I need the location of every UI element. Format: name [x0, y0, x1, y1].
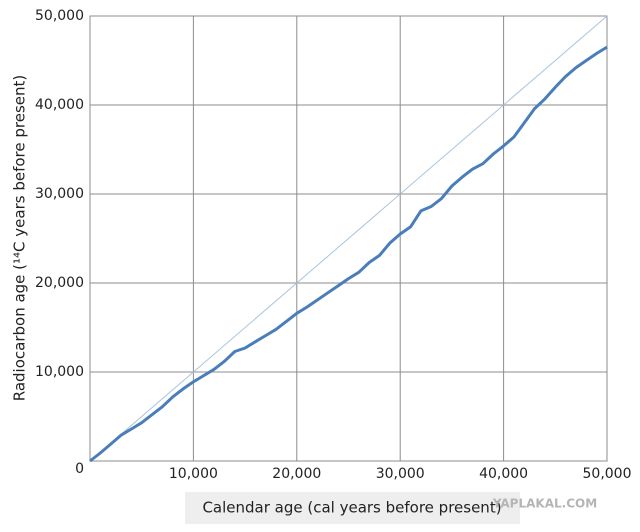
x-tick-label: 30,000 [376, 466, 425, 482]
y-tick-label: 10,000 [35, 364, 84, 380]
data-line [89, 15, 608, 462]
watermark: YAPLAKAL.COM [492, 497, 597, 511]
x-label-box [185, 492, 520, 524]
y-tick-label: 40,000 [35, 97, 84, 113]
data-line [89, 45, 608, 463]
x-tick-label: 50,000 [583, 466, 632, 482]
y-tick-label: 0 [75, 461, 84, 477]
x-tick-label: 40,000 [479, 466, 528, 482]
x-tick-label: 10,000 [169, 466, 218, 482]
x-tick-label: 20,000 [272, 466, 321, 482]
y-tick-label: 30,000 [35, 186, 84, 202]
y-tick-label: 50,000 [35, 8, 84, 24]
y-tick-label: 20,000 [35, 275, 84, 291]
y-axis-label: Radiocarbon age (¹⁴C years before presen… [11, 75, 29, 402]
x-axis-label: Calendar age (cal years before present) [202, 499, 501, 517]
